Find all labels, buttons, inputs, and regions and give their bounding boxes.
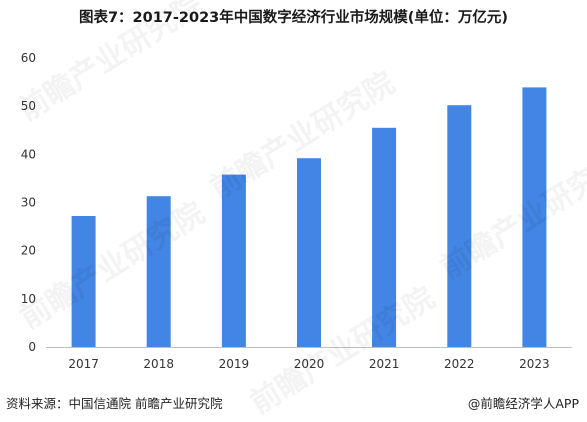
bar-2022 bbox=[447, 105, 472, 347]
bar-2018 bbox=[146, 196, 171, 347]
chart-title: 图表7：2017-2023年中国数字经济行业市场规模(单位：万亿元) bbox=[78, 10, 509, 26]
x-tick-label: 2021 bbox=[369, 357, 400, 371]
bar-2017 bbox=[71, 216, 96, 347]
x-tick-label: 2018 bbox=[143, 357, 174, 371]
bar-2023 bbox=[522, 87, 547, 348]
x-axis: 2017 2018 2019 2020 2021 2022 2023 bbox=[46, 347, 572, 371]
y-axis: 0 10 20 30 40 50 60 bbox=[21, 51, 36, 354]
y-tick-label: 40 bbox=[21, 147, 36, 161]
y-tick-label: 20 bbox=[21, 244, 36, 258]
bar-2019 bbox=[221, 174, 246, 347]
x-tick-label: 2019 bbox=[219, 357, 250, 371]
y-tick-label: 30 bbox=[21, 196, 36, 210]
bar-2021 bbox=[372, 127, 397, 347]
brand-label: @前瞻经济学人APP bbox=[467, 396, 579, 411]
y-tick-label: 60 bbox=[21, 51, 36, 65]
bar-2020 bbox=[297, 158, 321, 347]
y-tick-label: 0 bbox=[28, 340, 36, 354]
y-tick-label: 50 bbox=[21, 99, 36, 113]
y-tick-label: 10 bbox=[21, 292, 36, 306]
x-tick-label: 2023 bbox=[519, 357, 550, 371]
source-note: 资料来源：中国信通院 前瞻产业研究院 bbox=[6, 396, 223, 411]
x-tick-label: 2022 bbox=[444, 357, 475, 371]
bars bbox=[71, 87, 547, 348]
x-tick-label: 2020 bbox=[294, 357, 325, 371]
x-tick-label: 2017 bbox=[68, 357, 99, 371]
